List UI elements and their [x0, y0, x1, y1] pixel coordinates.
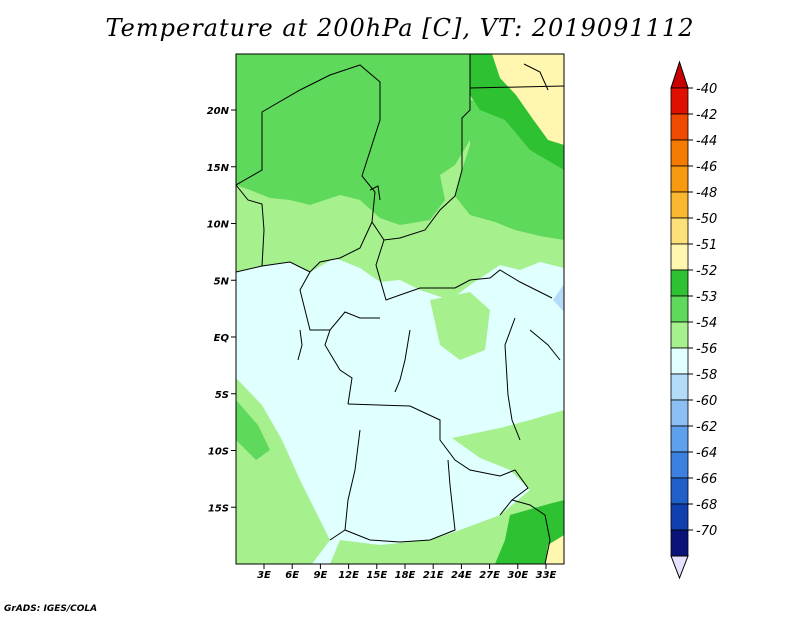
lat-tick-label: 10N: [207, 220, 230, 231]
colorbar-swatch: [670, 269, 689, 297]
lon-tick-label: 12E: [338, 570, 359, 581]
colorbar-swatch: [670, 477, 689, 505]
field-region-cold-spot: [553, 284, 564, 312]
colorbar-label: -51: [696, 238, 717, 253]
colorbar-label: -50: [696, 212, 717, 227]
temperature-field: [236, 54, 564, 564]
lat-tick-label: 5S: [215, 390, 229, 401]
lon-tick-label: 33E: [536, 570, 557, 581]
colorbar-swatch: [670, 113, 689, 141]
colorbar-swatch: [670, 425, 689, 453]
colorbar-swatch: [670, 243, 689, 271]
lat-tick-label: 15N: [207, 163, 230, 174]
field-region-northeast-yellow: [492, 54, 564, 145]
colorbar-label: -56: [696, 342, 717, 357]
colorbar-swatch: [670, 347, 689, 375]
colorbar-label: -54: [696, 316, 717, 331]
colorbar-swatch: [670, 373, 689, 401]
colorbar-label: -70: [696, 524, 717, 539]
colorbar-label: -58: [696, 368, 717, 383]
field-region-central-patch: [430, 292, 490, 360]
field-region-sahel-green: [236, 54, 470, 225]
field-region-northeast-dark-green: [470, 54, 564, 170]
colorbar-label: -46: [696, 160, 717, 175]
colorbar-bottom-cap: [670, 555, 689, 580]
lon-tick-label: 30E: [507, 570, 528, 581]
plot-frame: [235, 53, 565, 565]
colorbar-swatch: [670, 451, 689, 479]
colorbar-label: -60: [696, 394, 717, 409]
colorbar-swatch: [670, 165, 689, 193]
colorbar-swatch: [670, 295, 689, 323]
colorbar-label: -42: [696, 108, 717, 123]
colorbar-swatch: [670, 191, 689, 219]
field-region-southeast-yellow: [545, 535, 564, 564]
lon-tick-label: 18E: [395, 570, 416, 581]
colorbar-swatch: [670, 321, 689, 349]
colorbar: -40 -42 -44 -46 -48 -50 -51 -52 -53 -54 -56 -58 -60 -…: [670, 60, 717, 580]
colorbar-label: -53: [696, 290, 717, 305]
colorbar-swatch: [670, 217, 689, 245]
colorbar-label: -66: [696, 472, 717, 487]
lon-tick-label: 6E: [285, 570, 299, 581]
lat-tick-label: 20N: [207, 106, 230, 117]
field-region-southeast-green: [330, 410, 564, 564]
field-region-southeast-dark-green: [495, 500, 564, 564]
colorbar-label: -64: [696, 446, 717, 461]
country-borders: [236, 54, 564, 564]
lon-tick-label: 21E: [423, 570, 444, 581]
colorbar-swatch: [670, 139, 689, 167]
lat-tick-label: 5N: [214, 276, 230, 287]
colorbar-swatch: [670, 87, 689, 115]
colorbar-label: -44: [696, 134, 717, 149]
lon-tick-label: 9E: [314, 570, 328, 581]
lat-tick-label: 10S: [208, 447, 229, 458]
colorbar-label: -68: [696, 498, 717, 513]
lon-tick-label: 27E: [479, 570, 500, 581]
colorbar-label: -40: [696, 82, 717, 97]
map-title: Temperature at 200hPa [C], VT: 201909111…: [105, 14, 695, 42]
lon-tick-label: 24E: [451, 570, 472, 581]
colorbar-label: -48: [696, 186, 717, 201]
lat-tick-label: EQ: [214, 333, 230, 344]
colorbar-label: -62: [696, 420, 717, 435]
field-region-southwest-green: [236, 378, 330, 564]
credit-text: GrADS: IGES/COLA: [4, 604, 98, 614]
colorbar-swatch: [670, 399, 689, 427]
colorbar-top-cap: [670, 60, 689, 89]
colorbar-label: -52: [696, 264, 717, 279]
colorbar-swatch: [670, 503, 689, 531]
field-region-southwest-dark-patch: [236, 400, 270, 460]
longitude-axis: 3E 6E 9E 12E 15E 18E 21E 24E 27E 30E 33E: [257, 564, 557, 581]
lon-tick-label: 3E: [257, 570, 271, 581]
lat-tick-label: 15S: [208, 503, 229, 514]
colorbar-swatch: [670, 529, 689, 557]
latitude-axis: 20N 15N 10N 5N EQ 5S 10S 15S: [207, 106, 236, 514]
lon-tick-label: 15E: [366, 570, 387, 581]
